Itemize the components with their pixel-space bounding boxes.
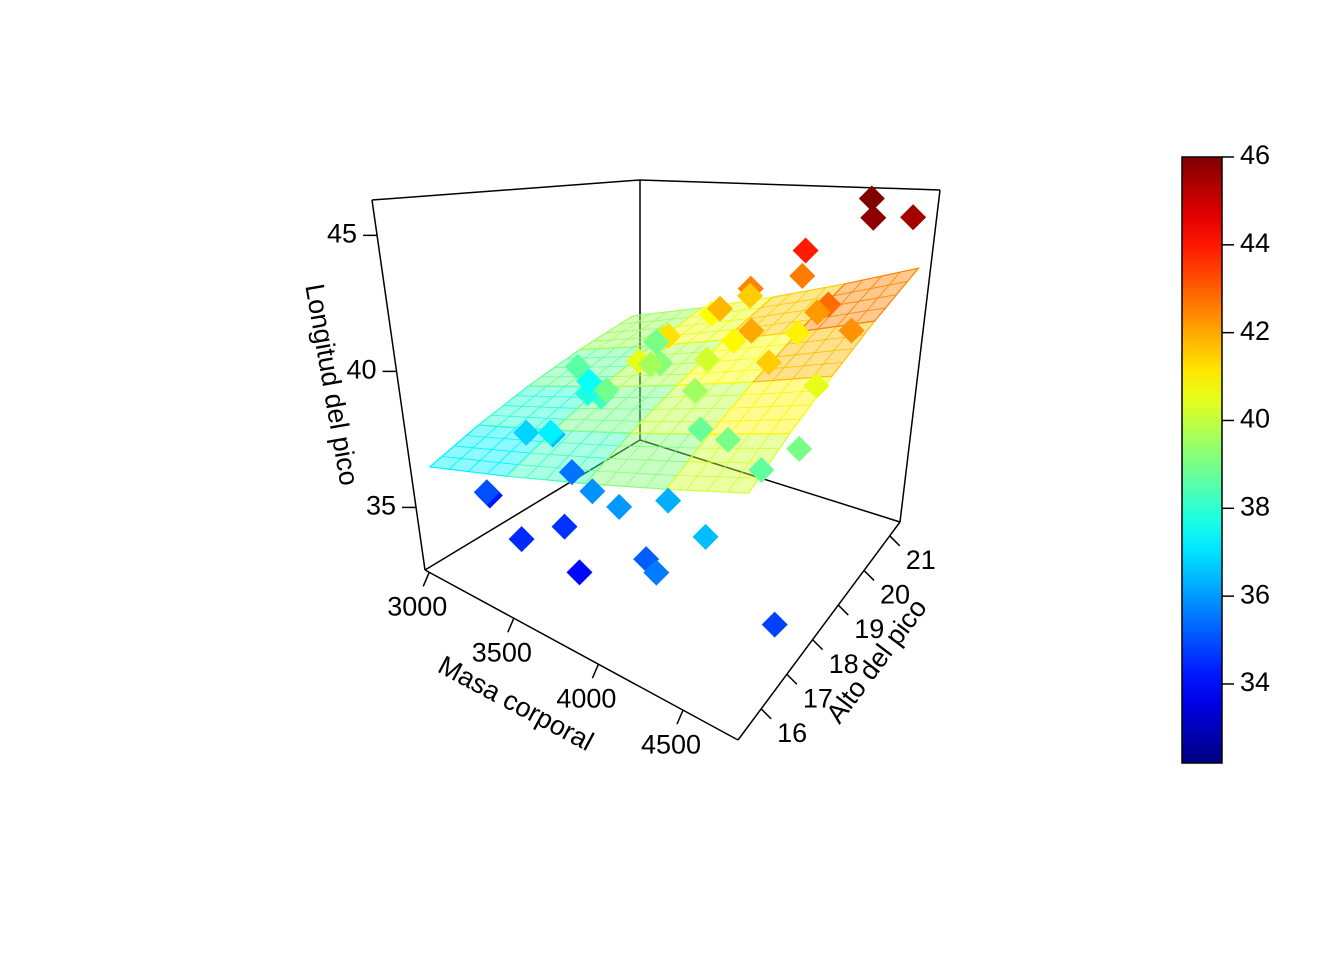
point bbox=[606, 494, 632, 520]
point bbox=[655, 488, 681, 514]
y-tick bbox=[838, 605, 848, 615]
colorbar-tick-label: 42 bbox=[1240, 316, 1270, 346]
x-tick bbox=[423, 572, 429, 586]
point bbox=[552, 514, 578, 540]
colorbar-tick-label: 44 bbox=[1240, 228, 1270, 258]
x-tick bbox=[592, 664, 598, 678]
x-tick bbox=[677, 710, 683, 724]
colorbar-tick-label: 38 bbox=[1240, 491, 1270, 521]
point bbox=[789, 263, 815, 289]
y-tick-label: 21 bbox=[906, 545, 936, 575]
colorbar-tick-label: 40 bbox=[1240, 404, 1270, 434]
z-tick-label: 40 bbox=[347, 355, 377, 385]
colorbar-tick-label: 36 bbox=[1240, 579, 1270, 609]
y-tick-label: 17 bbox=[803, 683, 833, 713]
point bbox=[693, 524, 719, 550]
y-tick bbox=[890, 536, 900, 546]
x-tick-label: 4500 bbox=[641, 729, 701, 759]
z-tick-label: 45 bbox=[327, 218, 357, 248]
y-tick bbox=[813, 640, 823, 650]
point bbox=[786, 436, 812, 462]
point bbox=[762, 612, 788, 638]
colorbar-tick-label: 34 bbox=[1240, 667, 1270, 697]
y-tick-label: 20 bbox=[880, 580, 910, 610]
y-tick-label: 16 bbox=[777, 718, 807, 748]
y-tick-label: 18 bbox=[829, 649, 859, 679]
z-tick-label: 35 bbox=[366, 491, 396, 521]
box-edge bbox=[372, 180, 640, 200]
box-edge bbox=[900, 190, 940, 522]
point bbox=[793, 237, 819, 263]
point bbox=[509, 526, 535, 552]
y-tick-label: 19 bbox=[854, 614, 884, 644]
point bbox=[567, 559, 593, 585]
colorbar bbox=[1182, 157, 1222, 763]
point bbox=[859, 185, 885, 211]
x-tick bbox=[508, 618, 514, 632]
z-axis-title: Longitud del pico bbox=[299, 282, 364, 488]
y-tick bbox=[787, 674, 797, 684]
x-tick-label: 4000 bbox=[556, 683, 616, 713]
y-tick bbox=[761, 709, 771, 719]
y-tick bbox=[864, 570, 874, 580]
box-edge bbox=[640, 180, 940, 190]
x-tick-label: 3500 bbox=[472, 637, 532, 667]
colorbar-tick-label: 46 bbox=[1240, 140, 1270, 170]
x-tick-label: 3000 bbox=[387, 591, 447, 621]
point bbox=[900, 204, 926, 230]
